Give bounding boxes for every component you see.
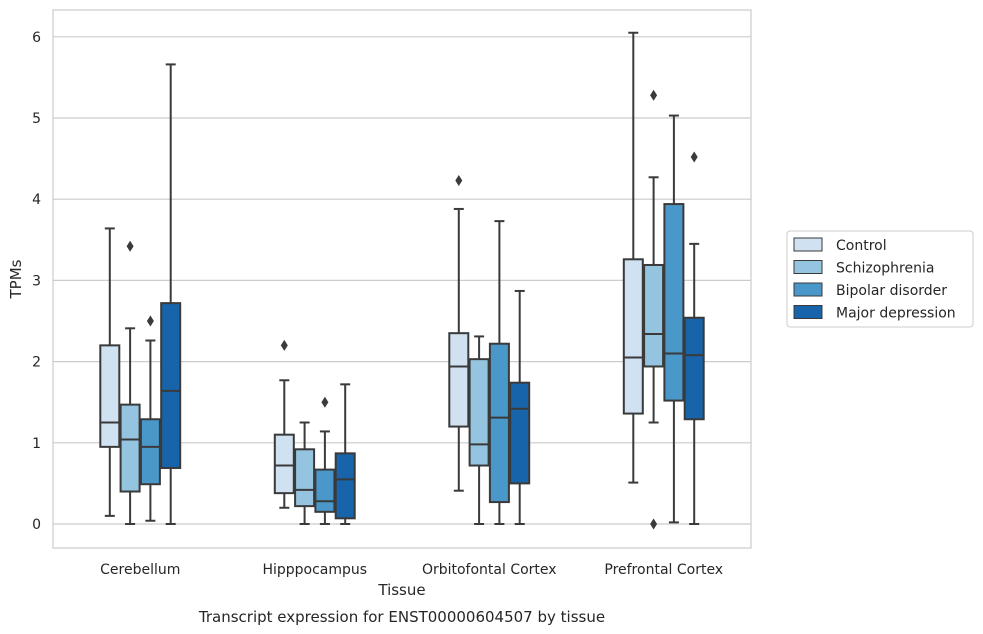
box-body [622,258,644,415]
x-tick-label: Cerebellum [100,562,180,578]
legend-swatch [793,282,823,297]
box-0-0 [99,227,121,517]
box-2-0 [448,175,470,492]
y-tick-label: 3 [32,273,41,289]
y-tick-label: 5 [32,111,41,127]
box-2-2 [488,220,510,525]
legend: Control Schizophrenia Bipolar disorder Majo… [786,230,974,328]
box-0-2 [139,315,161,522]
box-3-3 [683,151,705,525]
box-body [448,332,470,428]
legend-swatch [793,260,823,274]
box-body [314,468,336,513]
box-body [509,381,531,485]
legend-label: Bipolar disorder [836,283,947,299]
y-tick-label: 2 [32,355,41,371]
x-tick-label: Orbitofontal Cortex [422,562,557,578]
boxes-layer [99,31,705,530]
box-1-2 [314,396,336,525]
box-1-0 [273,339,295,509]
box-body [334,452,356,520]
box-3-2 [663,114,685,524]
outlier-point [690,151,698,163]
legend-label: Schizophrenia [836,261,934,277]
x-tick-label: Hipppocampus [262,562,367,578]
box-body [119,403,141,493]
outlier-point [650,518,658,530]
outlier-point [321,396,329,408]
outlier-point [146,315,154,327]
box-body [683,316,705,421]
legend-label: Control [836,238,887,254]
x-tick-label: Prefrontal Cortex [604,562,723,578]
box-2-3 [509,289,531,525]
y-tick-labels: 0 1 2 3 4 5 6 [32,30,41,533]
y-tick-label: 6 [32,30,41,46]
box-1-3 [334,383,356,525]
legend-label: Major depression [836,306,956,322]
outlier-point [650,89,658,101]
box-3-0 [622,31,644,484]
outlier-point [280,339,288,351]
y-tick-label: 4 [32,192,41,208]
legend-swatch [793,237,823,252]
box-3-1 [643,89,665,530]
y-tick-label: 0 [32,517,41,533]
box-body [160,302,182,469]
y-axis-label: TPMs [7,259,25,299]
box-body [643,263,665,368]
box-1-1 [294,421,316,525]
outlier-point [455,175,463,187]
outlier-point [126,240,134,252]
box-body [273,433,295,495]
x-tick-labels: Cerebellum Hipppocampus Orbitofontal Corte… [100,562,723,578]
box-body [663,203,685,402]
box-body [294,448,316,508]
box-body [139,418,161,486]
box-body [468,358,490,467]
legend-swatch [793,305,823,319]
box-body [488,342,510,504]
y-tick-label: 1 [32,436,41,452]
x-axis-label: Tissue [377,581,425,599]
box-2-1 [468,335,490,525]
box-0-1 [119,240,141,525]
box-0-3 [160,63,182,525]
legend-frame [786,230,974,328]
box-body [99,344,121,448]
figure-caption: Transcript expression for ENST0000060450… [198,608,605,626]
